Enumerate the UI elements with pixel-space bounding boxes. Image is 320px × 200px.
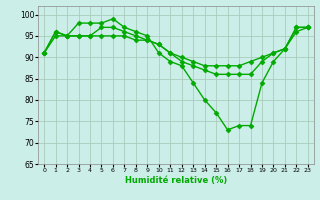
X-axis label: Humidité relative (%): Humidité relative (%) [125,176,227,185]
